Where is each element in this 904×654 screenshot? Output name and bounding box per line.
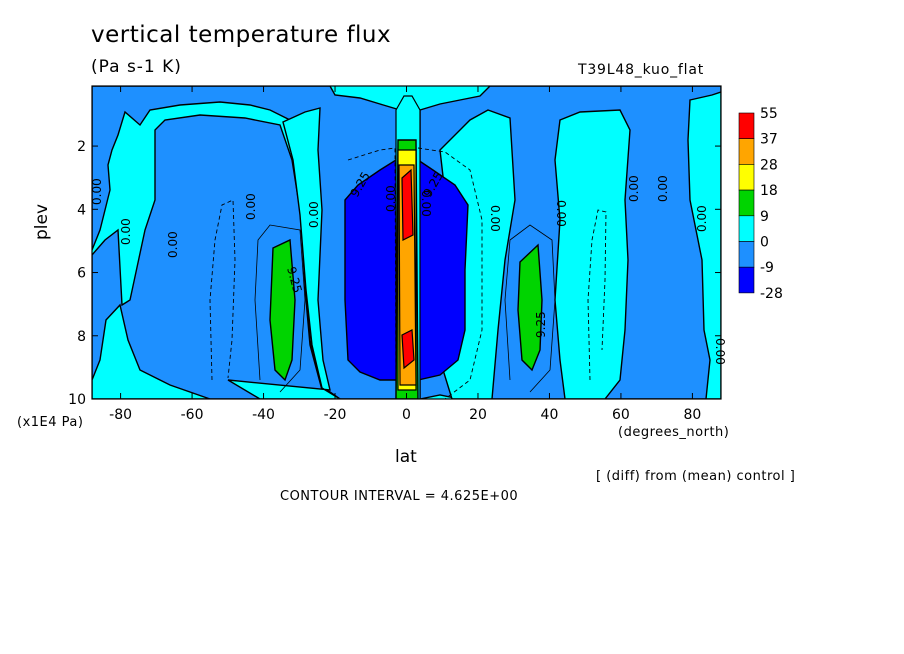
y-tick-label: 8	[77, 329, 86, 345]
colorbar-label: 18	[760, 183, 778, 199]
contour-interval: CONTOUR INTERVAL = 4.625E+00	[280, 489, 519, 504]
y-tick-label: 2	[77, 139, 86, 155]
y-tick-label: 10	[68, 392, 86, 408]
colorbar-label: 37	[760, 132, 778, 148]
x-axis-label: lat	[395, 447, 417, 467]
colorbar-swatch	[738, 164, 755, 191]
colorbar-label: 55	[760, 106, 778, 122]
x-tick-label: -60	[181, 407, 204, 423]
colorbar-swatch	[738, 241, 755, 268]
contour-label: 0.00	[713, 338, 727, 365]
colorbar-swatch	[738, 215, 755, 242]
colorbar-label: 9	[760, 209, 769, 225]
contour-label: 0.00	[244, 193, 258, 220]
colorbar-label: -9	[760, 260, 774, 276]
positive-contours	[254, 224, 556, 393]
y-tick-label: 4	[77, 202, 86, 218]
colorbar-swatch	[738, 138, 755, 165]
x-tick-label: 0	[402, 407, 411, 423]
contour-label: 0.00	[119, 218, 133, 245]
colorbar-swatch	[738, 112, 755, 140]
contour-label: 0.00	[166, 231, 180, 258]
x-tick-label: -20	[324, 407, 347, 423]
x-tick-label: -80	[109, 407, 132, 423]
x-tick-label: 80	[683, 407, 701, 423]
contour-fill-deep-blue	[344, 158, 469, 381]
contour-label: 0.00	[695, 205, 709, 232]
chart-units: (Pa s-1 K)	[91, 57, 182, 77]
contour-label: 0.00	[307, 201, 321, 228]
contour-label: 0.00	[384, 185, 398, 212]
x-axis-unit: (degrees_north)	[618, 425, 730, 440]
contour-label: 0.00	[656, 175, 670, 202]
colorbar-swatch	[738, 189, 755, 217]
contour-label: 9.25	[534, 311, 548, 338]
contour-label: 0.00	[419, 190, 433, 217]
negative-contours	[209, 147, 607, 399]
y-axis-ticks: 2 4 6 8 10	[68, 139, 721, 408]
colorbar-swatch	[738, 266, 755, 294]
diff-note: [ (diff) from (mean) control ]	[596, 469, 796, 484]
x-axis-ticks: -80 -60 -40 -20 0 20 40 60 80	[109, 86, 701, 423]
colorbar: 55 37 28 18 9 0 -9 -28	[738, 106, 783, 302]
colorbar-label: 0	[760, 235, 769, 251]
run-label: T39L48_kuo_flat	[578, 62, 704, 78]
contour-label: 0.00	[90, 178, 104, 205]
x-tick-label: 40	[541, 407, 559, 423]
contour-fill-red	[401, 168, 415, 370]
x-tick-label: 60	[612, 407, 630, 423]
contour-label: 0.00	[627, 175, 641, 202]
contour-label: 0.00	[488, 205, 502, 232]
x-tick-label: -40	[252, 407, 275, 423]
contour-label: 0.00	[554, 200, 568, 227]
y-axis-unit: (x1E4 Pa)	[17, 415, 84, 430]
contour-fill-cyan-west	[92, 107, 342, 399]
x-tick-label: 20	[469, 407, 487, 423]
chart-title: vertical temperature flux	[91, 22, 392, 48]
colorbar-label: 28	[760, 157, 778, 173]
colorbar-label: -28	[760, 286, 783, 302]
y-tick-label: 6	[77, 266, 86, 282]
contour-label: 9.25	[284, 265, 304, 294]
